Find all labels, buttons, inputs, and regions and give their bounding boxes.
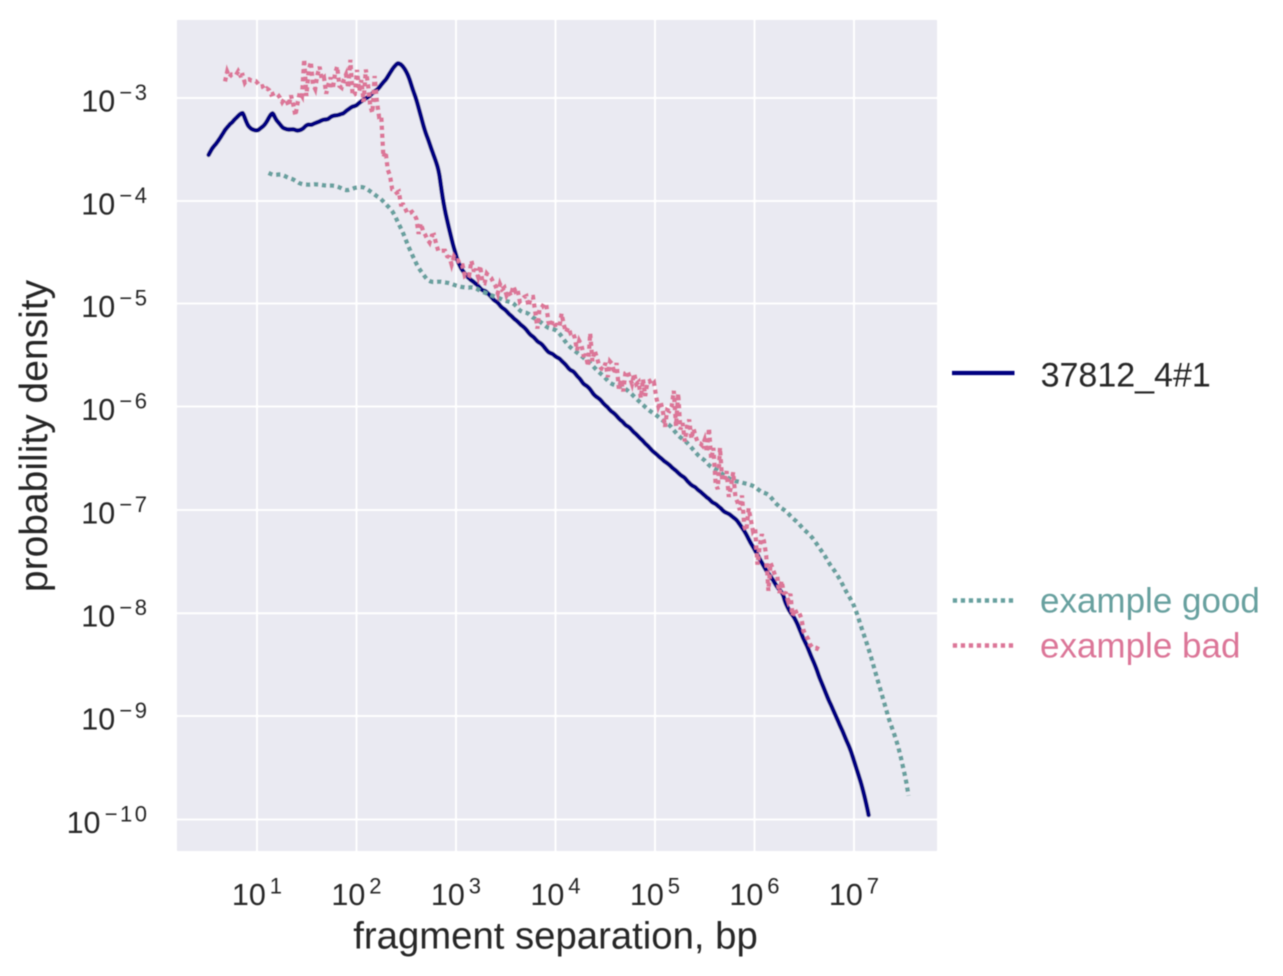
svg-text:10: 10 [81, 496, 115, 530]
svg-text:10: 10 [81, 393, 115, 427]
svg-text:37812_4#1: 37812_4#1 [1041, 357, 1211, 395]
svg-text:10: 10 [81, 600, 115, 634]
svg-text:2: 2 [369, 873, 381, 898]
svg-text:10: 10 [81, 702, 115, 736]
svg-text:−6: −6 [119, 388, 149, 413]
svg-text:−4: −4 [119, 183, 149, 208]
svg-text:−3: −3 [119, 80, 149, 105]
svg-text:fragment separation, bp: fragment separation, bp [353, 915, 758, 958]
svg-text:example bad: example bad [1040, 626, 1240, 665]
svg-text:probability density: probability density [13, 279, 56, 592]
svg-text:10: 10 [81, 84, 115, 118]
svg-text:−8: −8 [119, 595, 149, 620]
svg-text:4: 4 [568, 873, 580, 898]
svg-text:−5: −5 [119, 285, 149, 310]
svg-text:example good: example good [1040, 581, 1260, 620]
svg-text:−7: −7 [119, 492, 149, 517]
svg-text:10: 10 [530, 878, 564, 912]
svg-text:10: 10 [729, 878, 763, 912]
svg-text:10: 10 [81, 187, 115, 221]
svg-text:10: 10 [81, 290, 115, 324]
svg-text:7: 7 [867, 873, 879, 898]
svg-text:6: 6 [767, 873, 779, 898]
svg-text:−9: −9 [119, 698, 149, 723]
svg-text:10: 10 [67, 806, 101, 840]
svg-text:10: 10 [331, 878, 365, 912]
svg-text:3: 3 [469, 873, 481, 898]
svg-text:−10: −10 [105, 801, 150, 826]
svg-text:5: 5 [668, 873, 680, 898]
svg-text:10: 10 [630, 878, 664, 912]
svg-text:10: 10 [232, 878, 266, 912]
svg-text:10: 10 [829, 878, 863, 912]
svg-text:1: 1 [270, 873, 282, 898]
svg-text:10: 10 [431, 878, 465, 912]
